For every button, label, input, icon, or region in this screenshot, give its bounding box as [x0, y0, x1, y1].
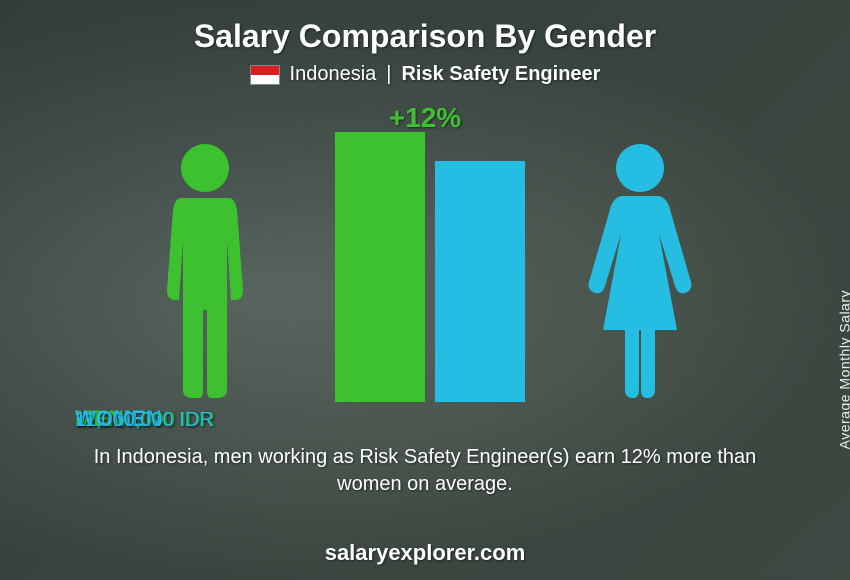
page-title: Salary Comparison By Gender [0, 0, 850, 55]
difference-badge: +12% [389, 102, 461, 134]
country-label: Indonesia [290, 63, 377, 86]
description-text: In Indonesia, men working as Risk Safety… [60, 444, 790, 498]
women-bar [435, 161, 525, 402]
subtitle-row: Indonesia | Risk Safety Engineer [0, 63, 850, 86]
flag-top-stripe [251, 66, 279, 75]
country-flag-icon [250, 65, 280, 85]
footer-source: salaryexplorer.com [0, 540, 850, 566]
y-axis-label: Average Monthly Salary [836, 290, 850, 449]
comparison-chart: +12% 12,300,000 IDR MEN [75, 106, 775, 436]
women-salary-label: 11,000,000 IDR [75, 409, 214, 432]
separator: | [386, 63, 391, 86]
job-title: Risk Safety Engineer [401, 63, 600, 86]
content-wrapper: Salary Comparison By Gender Indonesia | … [0, 0, 850, 580]
flag-bottom-stripe [251, 75, 279, 84]
male-person-icon [145, 140, 265, 400]
female-person-icon [575, 140, 705, 400]
men-bar [335, 132, 425, 402]
